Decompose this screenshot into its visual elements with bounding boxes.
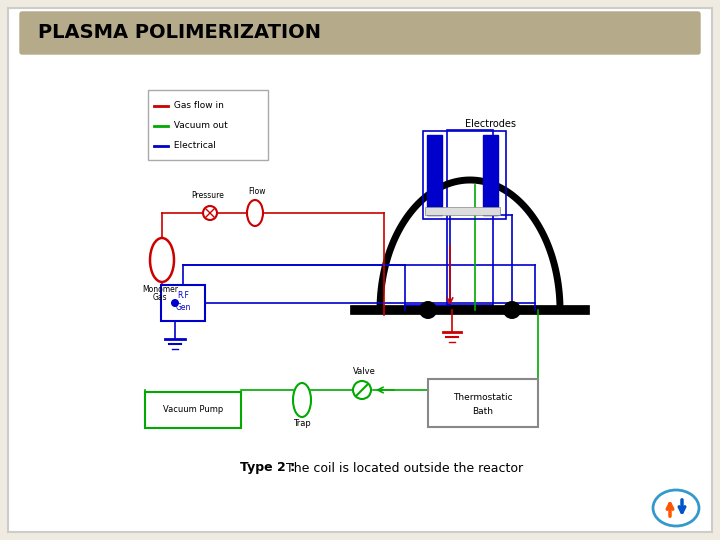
Ellipse shape [293, 383, 311, 417]
Circle shape [503, 301, 521, 319]
Circle shape [353, 381, 371, 399]
Text: Gas: Gas [153, 293, 167, 302]
Ellipse shape [150, 238, 174, 282]
Text: PLASMA POLIMERIZATION: PLASMA POLIMERIZATION [38, 24, 321, 43]
Text: Vacuum out: Vacuum out [171, 122, 228, 131]
Text: Monomer: Monomer [142, 285, 178, 294]
Text: Gas flow in: Gas flow in [171, 102, 224, 111]
Bar [423, 131, 506, 219]
Text: Vacuum Pump: Vacuum Pump [163, 406, 223, 415]
Bar [483, 135, 498, 215]
Text: Trap: Trap [293, 419, 311, 428]
Text: Flow: Flow [248, 187, 266, 196]
FancyBboxPatch shape [20, 12, 700, 54]
FancyBboxPatch shape [145, 392, 241, 428]
Bar [428, 379, 538, 427]
Text: Bath: Bath [472, 408, 493, 416]
Text: Gen: Gen [175, 303, 191, 312]
Text: Type 2 :: Type 2 : [240, 462, 295, 475]
Bar [148, 90, 268, 160]
Bar [427, 135, 442, 215]
Circle shape [419, 301, 437, 319]
Ellipse shape [653, 490, 699, 526]
Circle shape [171, 299, 179, 307]
Text: R.F: R.F [177, 291, 189, 300]
Bar [425, 207, 500, 215]
Text: Electrodes: Electrodes [464, 119, 516, 129]
Ellipse shape [247, 200, 263, 226]
Text: The coil is located outside the reactor: The coil is located outside the reactor [282, 462, 523, 475]
Text: Pressure: Pressure [192, 191, 225, 200]
Text: Electrical: Electrical [171, 141, 216, 151]
FancyBboxPatch shape [161, 285, 205, 321]
Text: Valve: Valve [353, 367, 375, 376]
Bar [447, 130, 493, 305]
Text: Thermostatic: Thermostatic [453, 394, 513, 402]
Circle shape [203, 206, 217, 220]
